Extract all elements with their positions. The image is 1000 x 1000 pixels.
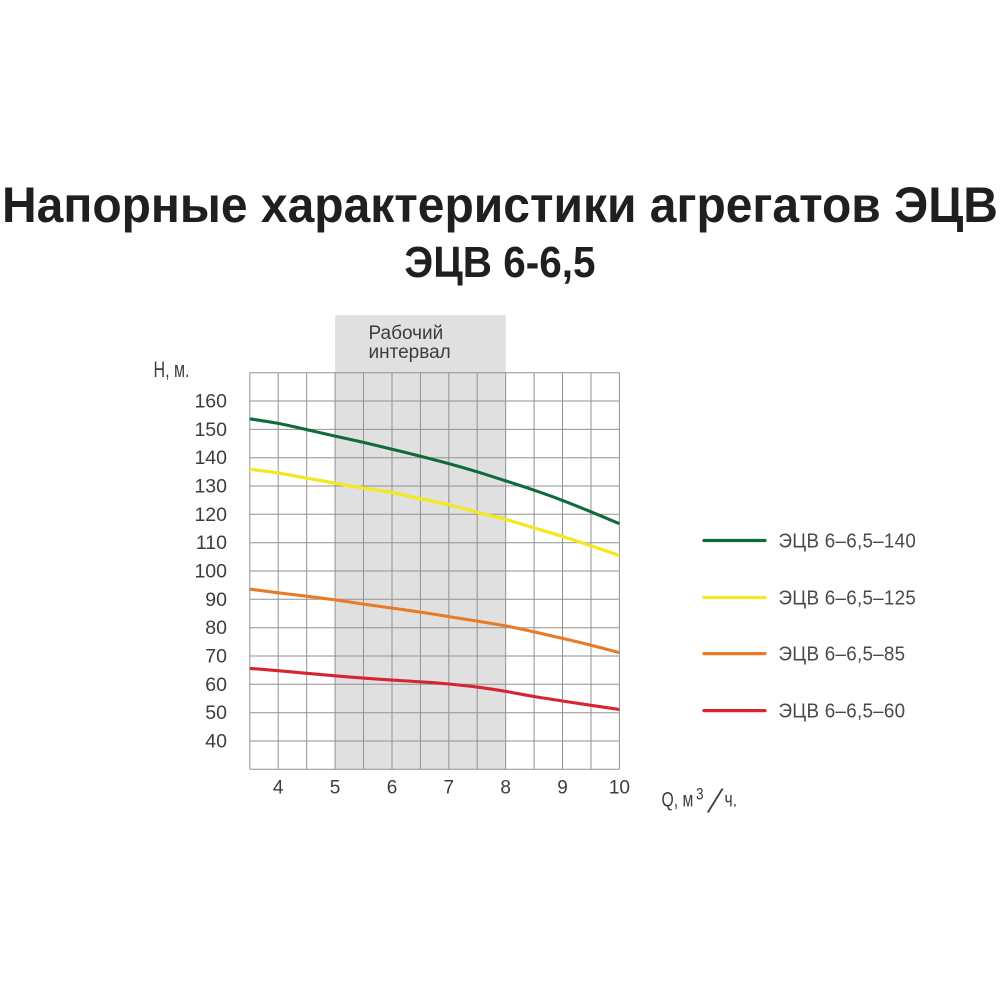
- svg-text:ч.: ч.: [725, 787, 738, 811]
- svg-text:60: 60: [205, 674, 227, 696]
- svg-text:90: 90: [205, 589, 227, 611]
- svg-text:интервал: интервал: [369, 342, 451, 363]
- svg-text:80: 80: [205, 617, 227, 639]
- svg-text:8: 8: [500, 778, 511, 799]
- svg-text:9: 9: [557, 778, 568, 799]
- svg-text:ЭЦВ 6–6,5–85: ЭЦВ 6–6,5–85: [779, 643, 906, 666]
- svg-text:50: 50: [205, 702, 227, 724]
- svg-text:10: 10: [609, 778, 630, 799]
- svg-text:Q, м: Q, м: [662, 787, 694, 811]
- svg-text:160: 160: [194, 391, 227, 413]
- svg-text:Н, м.: Н, м.: [154, 359, 190, 383]
- svg-text:ЭЦВ 6–6,5–140: ЭЦВ 6–6,5–140: [779, 530, 917, 553]
- svg-text:ЭЦВ 6–6,5–125: ЭЦВ 6–6,5–125: [779, 587, 917, 610]
- svg-text:7: 7: [444, 778, 455, 799]
- svg-text:140: 140: [194, 447, 227, 469]
- svg-text:3: 3: [696, 785, 704, 804]
- svg-text:70: 70: [205, 646, 227, 668]
- svg-text:150: 150: [194, 419, 227, 441]
- svg-text:110: 110: [196, 532, 227, 554]
- svg-text:5: 5: [330, 778, 341, 799]
- svg-text:Рабочий: Рабочий: [369, 323, 444, 344]
- svg-text:120: 120: [194, 504, 227, 526]
- svg-text:6: 6: [387, 778, 398, 799]
- svg-text:4: 4: [273, 778, 284, 799]
- svg-text:130: 130: [194, 476, 227, 498]
- svg-text:100: 100: [194, 561, 227, 583]
- svg-text:40: 40: [205, 731, 227, 753]
- svg-text:ЭЦВ 6–6,5–60: ЭЦВ 6–6,5–60: [779, 700, 906, 723]
